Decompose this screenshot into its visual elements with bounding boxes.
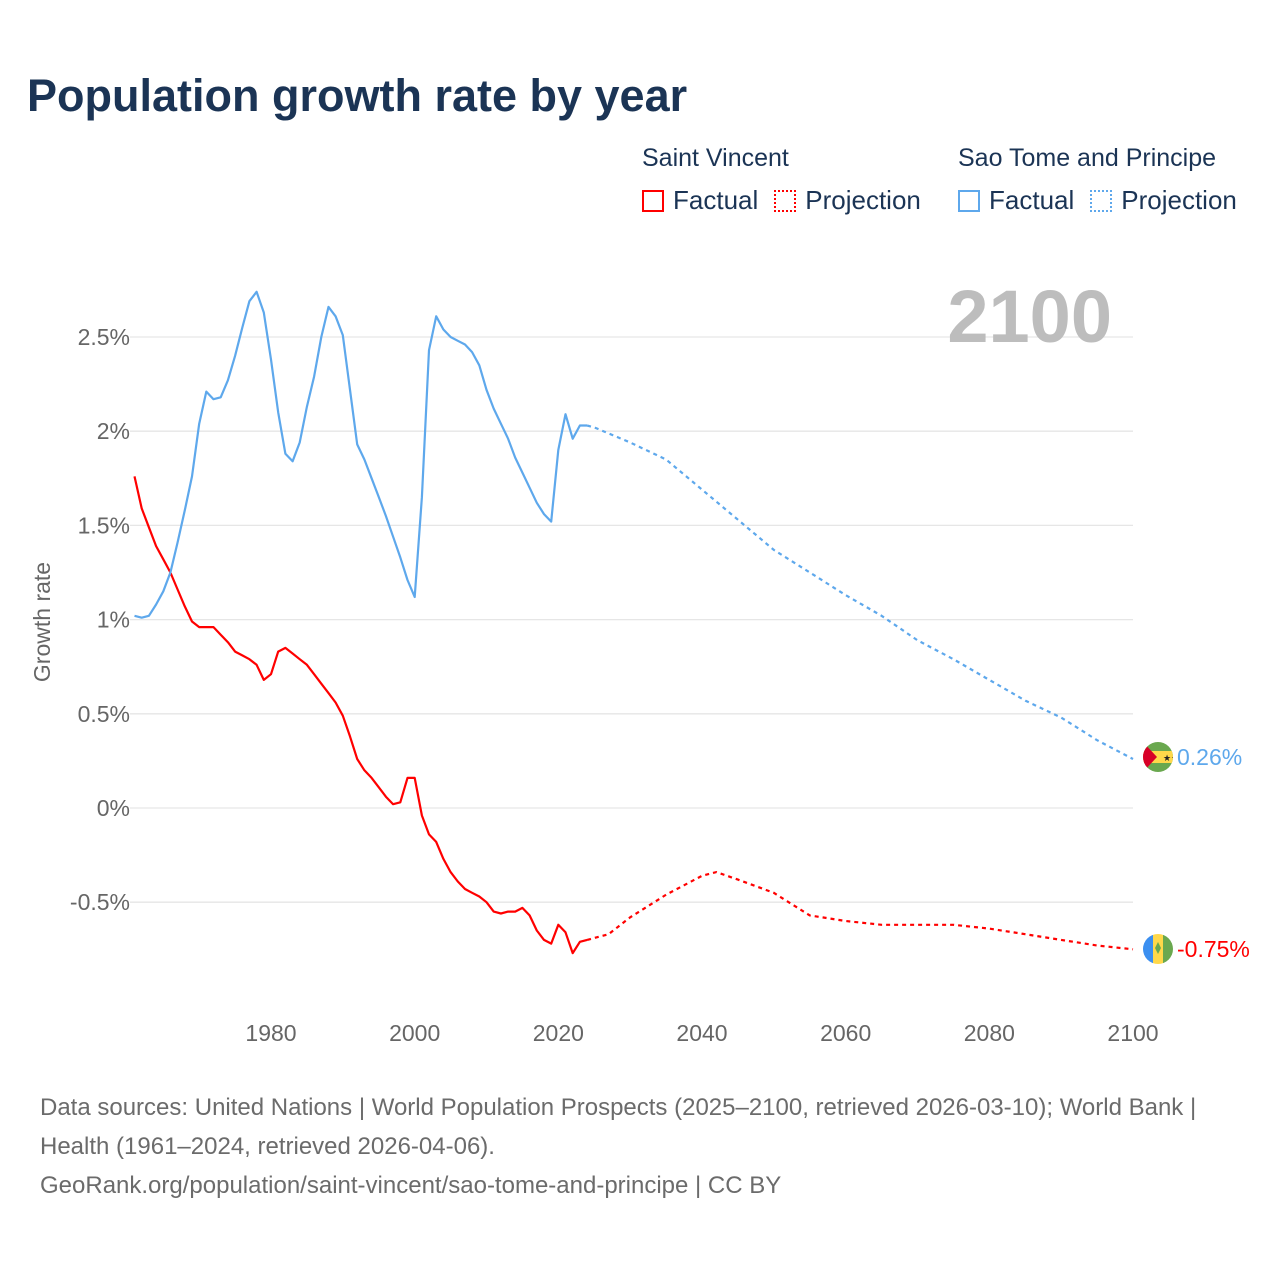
legend-swatch-solid [642,189,664,212]
end-label-saint-vincent: -0.75% [1177,936,1250,962]
legend-sao-tome: Sao Tome and Principe Factual Projection [958,144,1253,216]
x-tick-label: 2060 [820,1020,871,1046]
y-axis-label: Growth rate [29,562,55,682]
end-label-sao-tome: 0.26% [1177,744,1242,770]
x-tick-label: 2080 [964,1020,1015,1046]
legend-group-name: Saint Vincent [642,144,789,172]
flag-saint-vincent-icon [1143,934,1173,964]
legend-item-factual[interactable]: Factual [958,185,1074,216]
flag-sao-tome-icon: ★★ [1143,742,1179,772]
legend-swatch-dotted [774,189,797,212]
y-tick-label: 0.5% [78,701,130,727]
legend-swatch-solid [958,189,980,212]
legend-label: Projection [1121,185,1237,215]
legend-saint-vincent: Saint Vincent Factual Projection [642,144,937,216]
x-tick-label: 2040 [676,1020,727,1046]
legend-item-factual[interactable]: Factual [642,185,758,216]
x-tick-label: 1980 [245,1020,296,1046]
line-saint-vincent-projection [586,870,1134,951]
legend-item-projection[interactable]: Projection [1090,185,1237,216]
data-sources: Data sources: United Nations | World Pop… [40,1094,1197,1160]
y-tick-label: -0.5% [70,889,130,915]
y-tick-label: 2.5% [78,324,130,350]
y-tick-label: 1% [97,607,130,633]
page-title: Population growth rate by year [27,70,688,121]
source-link[interactable]: GeoRank.org/population/saint-vincent/sao… [40,1172,782,1199]
line-sao-tome-factual [134,290,588,619]
legend-swatch-dotted [1090,189,1113,212]
legend-label: Projection [805,185,921,215]
legend-label: Factual [989,185,1075,215]
x-tick-label: 2000 [389,1020,440,1046]
legend-item-projection[interactable]: Projection [774,185,921,216]
x-tick-label: 2100 [1107,1020,1158,1046]
x-tick-label: 2020 [533,1020,584,1046]
svg-text:★★: ★★ [1163,753,1179,763]
y-tick-label: 1.5% [78,512,130,538]
footer: Data sources: United Nations | World Pop… [40,1088,1230,1205]
y-tick-label: 0% [97,795,130,821]
legend-label: Factual [673,185,759,215]
line-sao-tome-projection [586,424,1134,760]
year-display: 2100 [947,275,1112,358]
legend-group-name: Sao Tome and Principe [958,144,1217,172]
line-saint-vincent-factual [133,476,588,955]
y-tick-label: 2% [97,418,130,444]
